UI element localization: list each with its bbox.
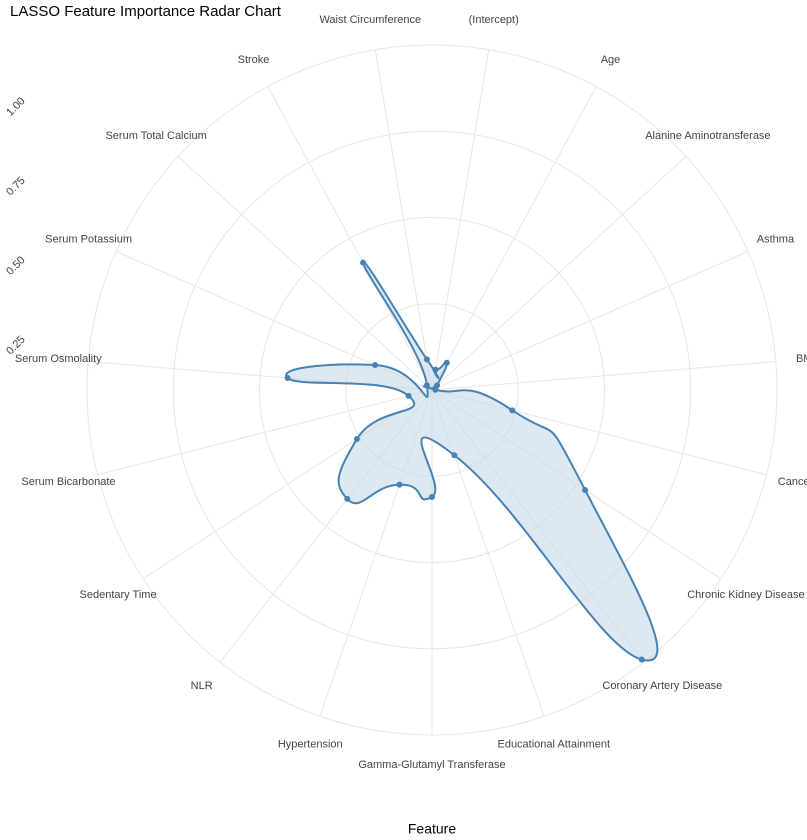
- radar-point: [284, 375, 291, 382]
- category-label: Gamma-Glutamyl Transferase: [358, 759, 505, 771]
- spoke: [374, 49, 433, 391]
- spoke: [431, 361, 776, 391]
- category-label: NLR: [191, 680, 213, 692]
- r-tick-label: 1.00: [4, 95, 28, 119]
- chart-title: LASSO Feature Importance Radar Chart: [10, 3, 282, 20]
- spoke: [267, 86, 433, 391]
- category-label: Chronic Kidney Disease: [687, 589, 804, 601]
- radar-point: [432, 366, 439, 373]
- radar-line: [285, 260, 659, 662]
- category-label: Serum Total Calcium: [105, 130, 206, 142]
- radar-point: [443, 359, 450, 366]
- category-label: Serum Osmolality: [15, 353, 102, 365]
- spoke: [97, 389, 433, 476]
- category-label: Waist Circumference: [319, 14, 421, 26]
- category-label: Stroke: [238, 54, 270, 66]
- r-tick-label: 0.75: [4, 175, 28, 199]
- category-label: Sedentary Time: [80, 589, 157, 601]
- category-label: Educational Attainment: [497, 739, 610, 751]
- category-label: Serum Bicarbonate: [21, 476, 115, 488]
- radar-point: [396, 481, 403, 488]
- radar-point: [509, 407, 516, 414]
- category-label: Age: [601, 54, 621, 66]
- category-label: Cancer: [778, 476, 807, 488]
- radar-point: [423, 382, 430, 389]
- category-label: Hypertension: [278, 739, 343, 751]
- spoke: [431, 155, 687, 391]
- radar-point: [353, 436, 360, 443]
- category-label: Alanine Aminotransferase: [645, 130, 770, 142]
- radar-point: [451, 452, 458, 459]
- r-tick-label: 0.50: [4, 254, 28, 278]
- radar-point: [423, 356, 430, 363]
- radar-point: [360, 259, 367, 266]
- radar-point: [582, 487, 589, 494]
- radar-point: [344, 495, 351, 502]
- spoke: [431, 49, 490, 391]
- spoke: [431, 86, 597, 391]
- radar-point: [372, 362, 379, 369]
- axis-title: Feature: [408, 821, 456, 837]
- radar-point: [405, 392, 412, 399]
- category-label: (Intercept): [469, 14, 519, 26]
- category-label: Coronary Artery Disease: [602, 680, 722, 692]
- radar-point: [638, 656, 645, 663]
- category-label: BMI: [796, 353, 807, 365]
- spoke: [431, 250, 749, 391]
- category-label: Serum Potassium: [45, 233, 132, 245]
- category-label: Asthma: [757, 233, 795, 245]
- radar-point: [432, 386, 439, 393]
- radar-area: [286, 261, 658, 661]
- spoke: [177, 155, 433, 391]
- radar-point: [429, 493, 435, 500]
